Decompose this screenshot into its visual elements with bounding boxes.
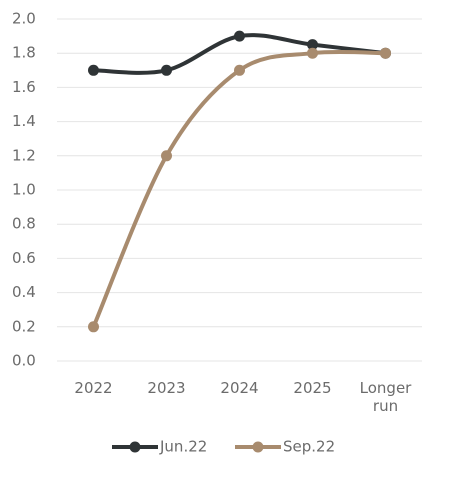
x-tick-label: Longer run — [359, 379, 412, 415]
legend-label: Jun.22 — [159, 438, 207, 456]
y-tick-label: 0.0 — [12, 352, 36, 370]
y-tick-label: 1.2 — [12, 146, 36, 164]
legend-marker — [252, 441, 264, 453]
data-point — [234, 30, 245, 42]
y-tick-label: 0.6 — [12, 249, 36, 267]
y-tick-label: 2.0 — [12, 10, 36, 28]
x-tick-label: 2022 — [74, 379, 113, 397]
data-point — [307, 39, 318, 51]
data-point — [161, 150, 172, 162]
data-point — [380, 47, 391, 59]
legend-marker — [129, 441, 141, 453]
data-point — [88, 64, 99, 76]
y-tick-label: 1.8 — [12, 44, 36, 62]
y-tick-label: 1.6 — [12, 78, 36, 96]
y-tick-label: 0.4 — [12, 283, 36, 301]
series-line — [91, 49, 386, 328]
legend-label: Sep.22 — [283, 438, 335, 456]
y-tick-label: 0.2 — [12, 317, 36, 335]
y-tick-label: 0.8 — [12, 215, 36, 233]
y-tick-label: 1.4 — [12, 112, 36, 130]
data-point — [161, 64, 172, 76]
data-point — [307, 47, 318, 59]
data-point — [88, 321, 99, 333]
data-point — [234, 64, 245, 76]
y-tick-label: 1.0 — [12, 181, 36, 199]
x-tick-label: 2025 — [293, 379, 332, 397]
x-tick-label: 2024 — [220, 379, 259, 397]
x-tick-label: 2023 — [147, 379, 186, 397]
